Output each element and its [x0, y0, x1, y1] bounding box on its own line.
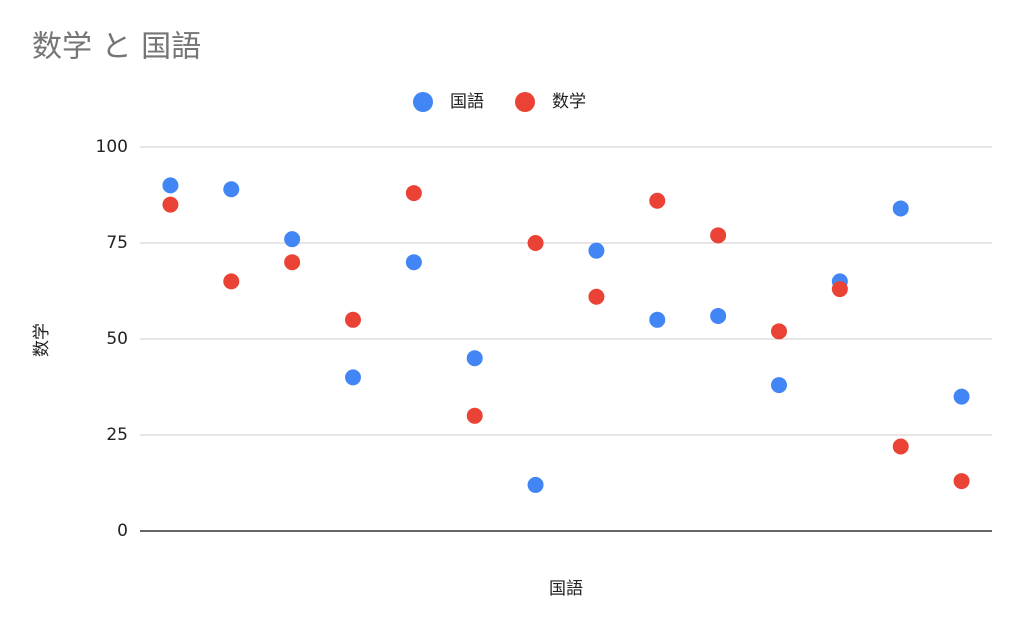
legend-marker [413, 92, 433, 112]
point [223, 181, 240, 198]
point [162, 196, 179, 213]
point [649, 311, 666, 328]
x-axis-title: 国語 [549, 579, 583, 599]
legend-label: 国語 [450, 92, 484, 112]
point [466, 350, 483, 367]
point [953, 473, 970, 490]
y-tick-label: 100 [96, 137, 128, 157]
point [405, 254, 422, 271]
legend-label: 数学 [552, 92, 586, 112]
chart-title: 数学 と 国語 [32, 30, 201, 65]
y-tick-label: 25 [106, 425, 128, 445]
legend-marker [515, 92, 535, 112]
point [892, 438, 909, 455]
y-axis-title: 数学 [32, 323, 52, 357]
point [527, 235, 544, 251]
point [223, 273, 240, 290]
point [892, 200, 909, 217]
point [588, 242, 605, 259]
point [527, 476, 544, 493]
point [649, 192, 666, 209]
point [466, 407, 483, 424]
point [588, 288, 605, 305]
point [771, 377, 787, 394]
point [831, 281, 848, 298]
point [162, 177, 179, 194]
y-tick-label: 0 [117, 521, 128, 541]
y-tick-label: 75 [106, 233, 128, 253]
point [405, 185, 422, 202]
point [953, 388, 970, 405]
point [284, 231, 301, 248]
point [710, 227, 727, 244]
point [284, 254, 301, 271]
point [710, 307, 727, 324]
y-tick-label: 50 [106, 329, 128, 349]
point [345, 369, 361, 386]
point [771, 323, 787, 340]
point [345, 311, 361, 328]
